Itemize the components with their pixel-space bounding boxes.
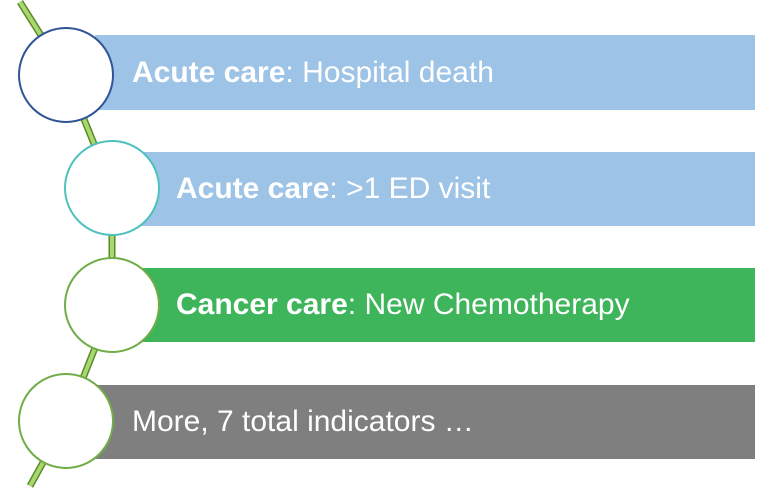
item-bar: [130, 152, 755, 226]
item-label-text: : Hospital death: [285, 56, 493, 89]
item-label: Acute care: Hospital death: [132, 56, 494, 89]
item-label-bold: Acute care: [132, 56, 285, 89]
item-label: Acute care: >1 ED visit: [176, 172, 491, 205]
item-bar: [130, 268, 755, 342]
item-label-bold: Cancer care: [176, 288, 348, 321]
item-circle: [18, 373, 114, 469]
item-label: Cancer care: New Chemotherapy: [176, 288, 630, 321]
item-circle: [64, 257, 160, 353]
item-circle: [64, 140, 160, 236]
item-bar: [95, 35, 755, 110]
item-label-bold: Acute care: [176, 172, 329, 205]
item-label-text: More, 7 total indicators …: [132, 405, 474, 438]
item-label-text: : New Chemotherapy: [348, 288, 630, 321]
item-bar: [95, 385, 755, 459]
item-circle: [18, 27, 114, 123]
item-label-text: : >1 ED visit: [329, 172, 491, 205]
item-label: More, 7 total indicators …: [132, 405, 474, 438]
